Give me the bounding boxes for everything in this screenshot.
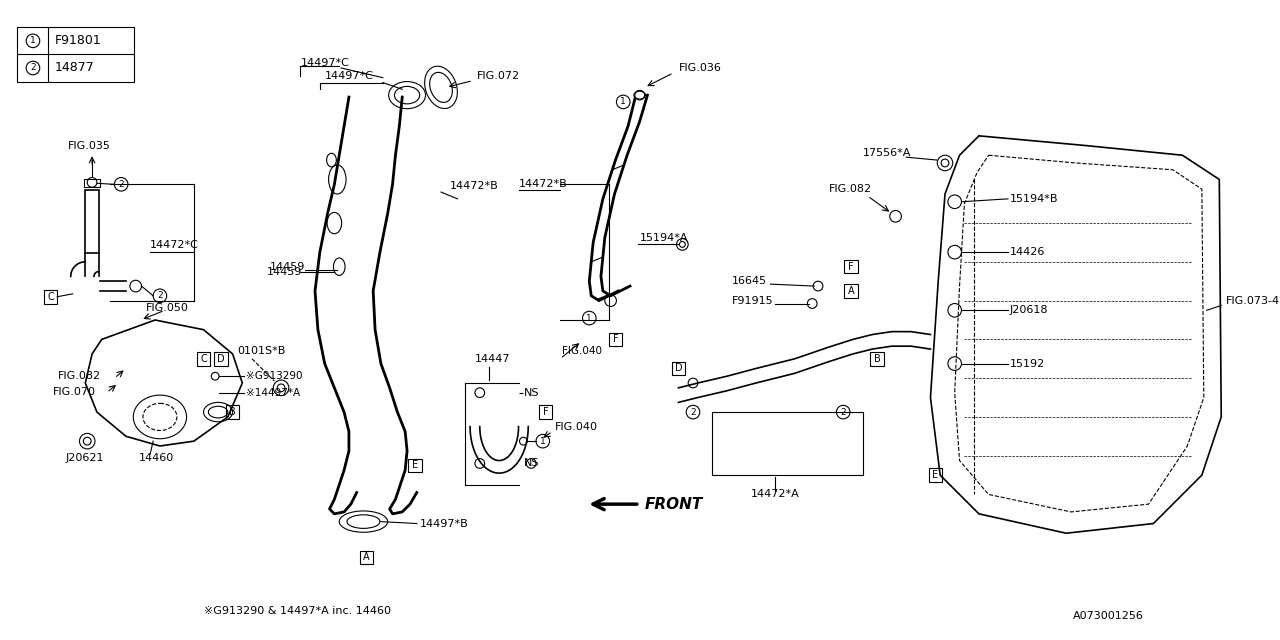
Text: ※G913290: ※G913290 xyxy=(246,371,302,381)
Bar xyxy=(86,190,99,253)
Text: 14472*A: 14472*A xyxy=(751,490,800,499)
Text: 14497*C: 14497*C xyxy=(301,58,349,68)
Text: 0101S*B: 0101S*B xyxy=(238,346,285,356)
Text: C: C xyxy=(47,292,54,301)
Bar xyxy=(609,333,622,346)
Text: FIG.050: FIG.050 xyxy=(146,303,188,314)
Text: B: B xyxy=(229,407,236,417)
Text: 2: 2 xyxy=(841,408,846,417)
Text: 1: 1 xyxy=(586,314,593,323)
Text: 14877: 14877 xyxy=(54,61,93,74)
Text: 14459: 14459 xyxy=(270,262,305,272)
Text: 16645: 16645 xyxy=(732,276,767,286)
Bar xyxy=(225,405,239,419)
Text: 14460: 14460 xyxy=(138,452,174,463)
Text: FIG.036: FIG.036 xyxy=(678,63,722,73)
Text: 15194*A: 15194*A xyxy=(640,232,689,243)
Text: 14447: 14447 xyxy=(475,354,511,364)
Text: F: F xyxy=(613,334,618,344)
Text: FIG.040: FIG.040 xyxy=(562,346,602,356)
Bar xyxy=(408,459,421,472)
Text: FIG.082: FIG.082 xyxy=(828,184,872,194)
Text: FIG.040: FIG.040 xyxy=(554,422,598,431)
Text: D: D xyxy=(218,354,225,364)
Text: F: F xyxy=(849,262,854,272)
Text: 14472*C: 14472*C xyxy=(150,241,200,250)
Bar xyxy=(672,362,685,375)
Bar xyxy=(360,550,374,564)
Text: NS: NS xyxy=(524,458,539,468)
Text: C: C xyxy=(200,354,207,364)
Text: J20618: J20618 xyxy=(1010,305,1048,316)
Text: 14426: 14426 xyxy=(1010,247,1046,257)
Text: ※14497*A: ※14497*A xyxy=(246,388,301,397)
Text: 15194*B: 15194*B xyxy=(1010,194,1059,204)
Text: F: F xyxy=(543,407,549,417)
Text: FIG.072: FIG.072 xyxy=(477,71,520,81)
Text: A: A xyxy=(364,552,370,563)
Text: 1: 1 xyxy=(29,36,36,45)
Text: 17556*A: 17556*A xyxy=(863,148,911,158)
Text: 14472*B: 14472*B xyxy=(449,181,498,191)
Text: F91915: F91915 xyxy=(732,296,773,306)
Text: F91801: F91801 xyxy=(54,35,101,47)
Text: 14497*C: 14497*C xyxy=(325,71,374,81)
Text: A: A xyxy=(847,286,854,296)
Text: 1: 1 xyxy=(540,436,545,445)
Text: FIG.082: FIG.082 xyxy=(58,371,101,381)
Bar xyxy=(197,352,210,365)
Text: E: E xyxy=(412,460,417,470)
Text: 2: 2 xyxy=(31,63,36,72)
Text: FRONT: FRONT xyxy=(645,497,703,511)
Text: FIG.035: FIG.035 xyxy=(68,141,111,150)
Bar xyxy=(928,468,942,482)
Text: NS: NS xyxy=(524,388,539,397)
Bar xyxy=(84,179,100,188)
Text: D: D xyxy=(675,364,682,374)
Text: FIG.070: FIG.070 xyxy=(54,387,96,397)
Text: 2: 2 xyxy=(690,408,696,417)
Text: J20621: J20621 xyxy=(65,452,105,463)
Bar xyxy=(44,290,58,303)
Text: A073001256: A073001256 xyxy=(1073,611,1144,621)
Text: FIG.073-4: FIG.073-4 xyxy=(1226,296,1280,306)
Text: 14459: 14459 xyxy=(266,266,302,276)
Text: B: B xyxy=(874,354,881,364)
Bar xyxy=(539,405,553,419)
Text: 2: 2 xyxy=(118,180,124,189)
Text: 1: 1 xyxy=(621,97,626,106)
Text: ※G913290 & 14497*A inc. 14460: ※G913290 & 14497*A inc. 14460 xyxy=(204,606,390,616)
Text: 2: 2 xyxy=(157,291,163,300)
Text: 15192: 15192 xyxy=(1010,358,1046,369)
Bar xyxy=(845,284,858,298)
Bar xyxy=(845,260,858,273)
Bar xyxy=(870,352,884,365)
Bar xyxy=(214,352,228,365)
Bar xyxy=(18,28,133,81)
Text: E: E xyxy=(932,470,938,480)
Text: 14497*B: 14497*B xyxy=(420,518,468,529)
Text: 14472*B: 14472*B xyxy=(518,179,567,189)
